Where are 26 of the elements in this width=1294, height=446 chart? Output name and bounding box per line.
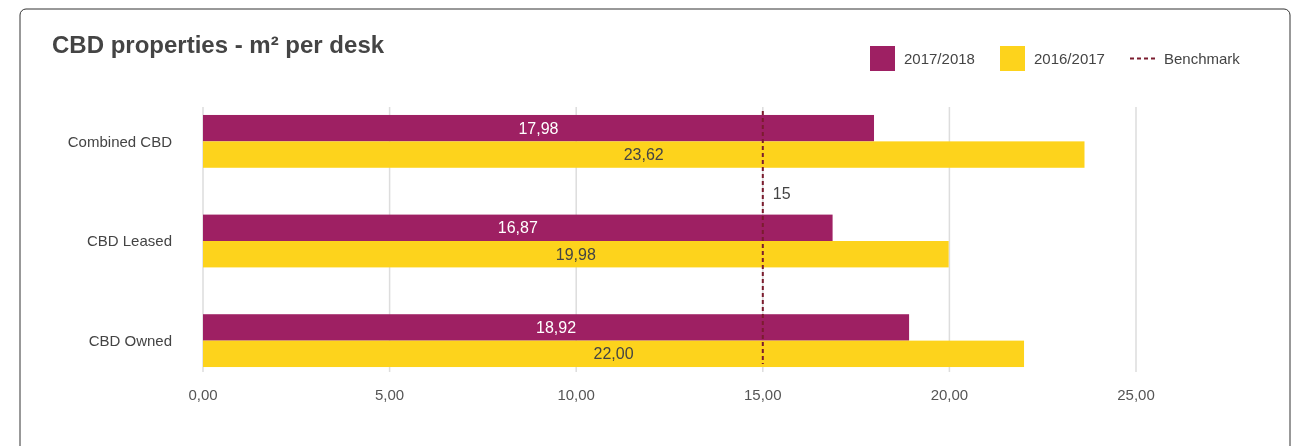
data-label: 19,98 — [555, 245, 596, 263]
bar — [203, 214, 833, 241]
chart-title: CBD properties - m² per desk — [52, 31, 385, 58]
data-label: 18,92 — [536, 319, 577, 337]
x-tick-label: 5,00 — [375, 386, 405, 403]
legend-label: 2017/2018 — [904, 49, 975, 67]
bar — [203, 114, 875, 142]
x-tick-label: 25,00 — [1117, 386, 1155, 403]
bar — [203, 141, 1085, 168]
legend-label: 2016/2017 — [1034, 49, 1105, 67]
bar — [203, 314, 910, 341]
x-tick-label: 15,00 — [744, 386, 782, 403]
y-tick-label: CBD Owned — [88, 331, 172, 349]
data-label: 16,87 — [497, 219, 538, 237]
bar — [203, 340, 1025, 368]
y-tick-label: CBD Leased — [86, 232, 172, 250]
x-tick-label: 20,00 — [930, 386, 969, 403]
y-tick-label: Combined CBD — [67, 132, 173, 150]
x-tick-label: 0,00 — [188, 386, 218, 403]
annotation: 15 — [772, 184, 791, 202]
legend-label: Benchmark — [1164, 49, 1241, 67]
data-label: 22,00 — [593, 345, 634, 363]
data-label: 23,62 — [623, 146, 664, 164]
x-tick-label: 10,00 — [557, 386, 595, 403]
data-label: 17,98 — [518, 119, 559, 137]
bar — [203, 241, 949, 268]
